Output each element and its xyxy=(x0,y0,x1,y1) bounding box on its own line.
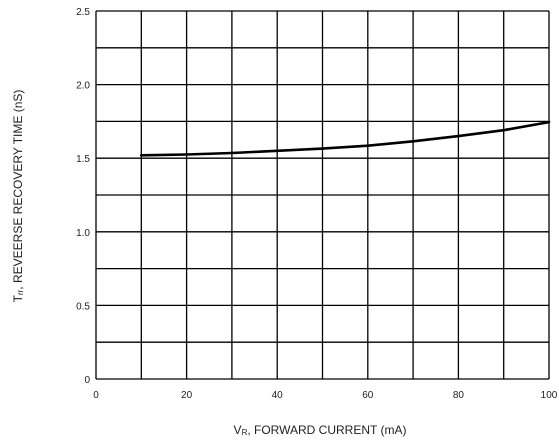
x-tick-label: 80 xyxy=(453,390,465,401)
series-line-0 xyxy=(140,120,551,157)
x-tick-label: 60 xyxy=(362,390,374,401)
y-tick-label: 0 xyxy=(84,375,90,386)
y-tick-label: 0.5 xyxy=(76,301,90,312)
grid xyxy=(95,10,550,380)
y-tick-label: 1.5 xyxy=(76,154,90,165)
x-tick-label: 40 xyxy=(272,390,284,401)
x-axis-label: VR, FORWARD CURRENT (mA) xyxy=(234,423,407,437)
y-tick-labels: 0 0.5 1.0 1.5 2.0 2.5 xyxy=(76,7,90,386)
y-tick-label: 2.5 xyxy=(76,7,90,18)
x-tick-label: 100 xyxy=(541,390,558,401)
series-layer xyxy=(140,120,551,157)
x-tick-labels: 0 20 40 60 80 100 xyxy=(93,390,558,401)
y-axis-label: Trr, REVEERSE RECOVERY TIME (nS) xyxy=(11,90,25,303)
y-tick-label: 1.0 xyxy=(76,228,90,239)
x-tick-label: 20 xyxy=(181,390,193,401)
x-tick-label: 0 xyxy=(93,390,99,401)
y-tick-label: 2.0 xyxy=(76,81,90,92)
